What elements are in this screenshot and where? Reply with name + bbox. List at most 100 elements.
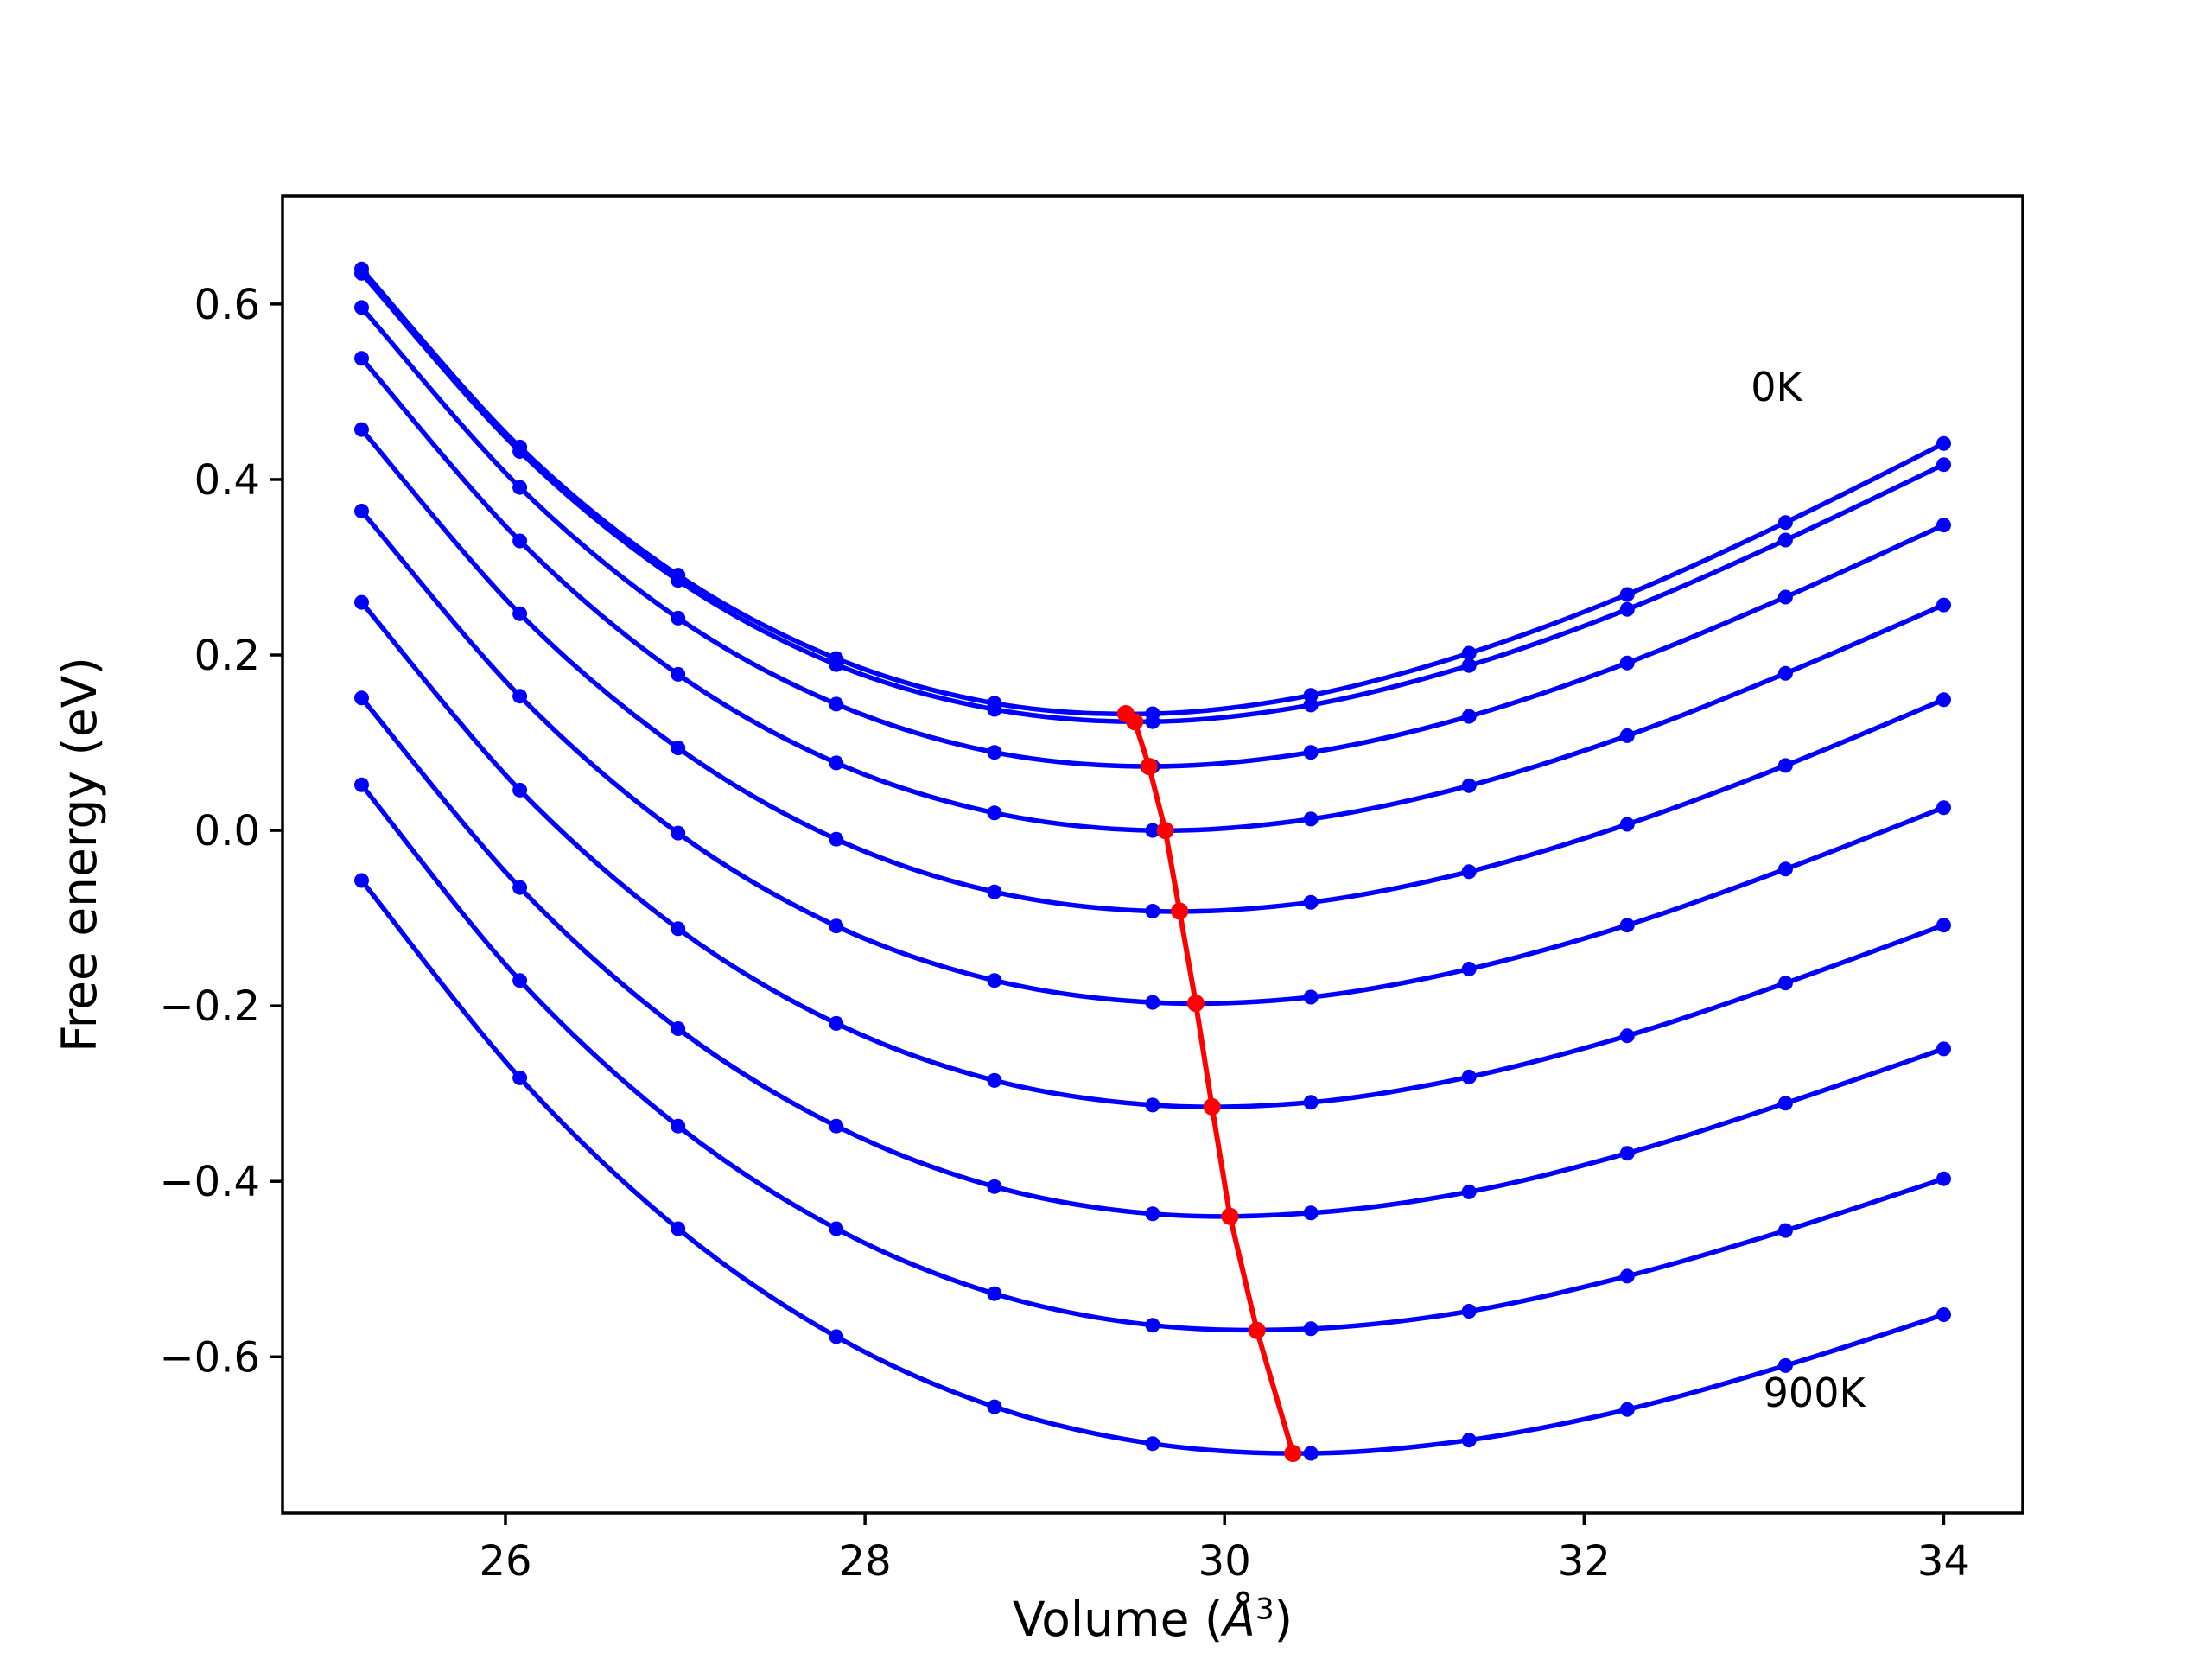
y-tick-label: 0.2	[194, 632, 260, 680]
data-point	[671, 1118, 686, 1134]
data-point	[354, 777, 369, 792]
axes-box	[281, 194, 2024, 1515]
isotherm-curve-700K	[359, 696, 1947, 1219]
isotherm-curve-100K	[359, 270, 1947, 725]
data-point	[354, 594, 369, 610]
annotation-0K: 0K	[1751, 364, 1802, 411]
data-point	[1936, 597, 1951, 613]
y-tick-label: −0.4	[159, 1158, 260, 1206]
data-point	[1777, 515, 1793, 531]
data-point	[1777, 976, 1793, 991]
y-tick-label: 0.6	[194, 281, 260, 329]
x-axis-label: Volume (Å3)	[1013, 1592, 1293, 1647]
data-point	[829, 831, 844, 847]
data-point	[1936, 918, 1951, 933]
isotherm-markers-100K	[354, 265, 1951, 729]
data-point	[354, 504, 369, 518]
data-point	[512, 480, 528, 495]
data-point	[1145, 1318, 1160, 1333]
data-point	[1461, 1184, 1477, 1199]
isotherm-curve-800K	[359, 782, 1947, 1333]
data-point	[987, 1286, 1002, 1301]
data-point	[1936, 800, 1951, 816]
minimum-point	[1284, 1445, 1302, 1462]
data-point	[1777, 589, 1793, 605]
data-point	[987, 973, 1002, 988]
data-point	[829, 1221, 844, 1236]
data-point	[987, 805, 1002, 821]
data-point	[1777, 758, 1793, 773]
data-point	[829, 1015, 844, 1031]
isotherm-curve-0K	[359, 266, 1947, 717]
data-point	[512, 1070, 528, 1085]
data-point	[354, 351, 369, 366]
data-point	[1145, 904, 1160, 918]
data-point	[354, 422, 369, 437]
data-point	[512, 689, 528, 704]
data-point	[1777, 861, 1793, 877]
data-point	[671, 666, 686, 682]
y-tick-label: 0.4	[194, 456, 260, 505]
isotherm-curve-900K	[359, 878, 1947, 1456]
minimum-point	[1186, 995, 1205, 1013]
minimum-point	[1140, 758, 1158, 775]
y-tick-label: 0.0	[194, 807, 260, 855]
data-point	[1777, 1223, 1793, 1238]
data-point	[1303, 1321, 1319, 1337]
data-point	[1303, 989, 1319, 1005]
isotherm-markers-500K	[354, 504, 1951, 1010]
x-tick-label: 32	[1558, 1537, 1611, 1586]
data-point	[829, 1118, 844, 1134]
isotherm-markers-700K	[354, 690, 1951, 1222]
data-point	[987, 702, 1002, 717]
isotherm-curve-600K	[359, 600, 1947, 1109]
data-point	[1619, 655, 1635, 671]
data-point	[1936, 435, 1951, 451]
data-point	[1145, 823, 1160, 838]
data-point	[671, 741, 686, 756]
data-point	[512, 880, 528, 895]
data-point	[354, 690, 369, 706]
data-point	[1619, 601, 1635, 617]
isotherm-markers-300K	[354, 351, 1951, 838]
x-tick-label: 34	[1917, 1537, 1970, 1586]
x-axis-label-exponent: 3	[1255, 1592, 1274, 1627]
data-point	[1936, 1041, 1951, 1057]
isotherm-curve-300K	[359, 356, 1947, 834]
data-point	[1777, 665, 1793, 681]
isotherm-markers-0K	[354, 261, 1951, 721]
isotherm-markers-200K	[354, 300, 1951, 774]
data-point	[1461, 864, 1477, 880]
data-point	[671, 921, 686, 937]
data-point	[1619, 1268, 1635, 1284]
data-point	[1461, 658, 1477, 673]
data-point	[987, 884, 1002, 899]
angstrom-symbol: Å	[1223, 1592, 1255, 1647]
data-point	[1619, 1146, 1635, 1161]
minimum-point	[1156, 822, 1174, 840]
y-tick-label: −0.2	[159, 982, 260, 1031]
data-point	[1619, 918, 1635, 933]
data-point	[512, 533, 528, 549]
data-point	[829, 696, 844, 712]
x-tick-label: 30	[1198, 1537, 1251, 1586]
minimum-point	[1126, 713, 1144, 731]
data-point	[1936, 692, 1951, 708]
isotherm-curve-400K	[359, 427, 1947, 914]
x-axis-label-prefix: Volume (	[1012, 1592, 1224, 1647]
data-point	[354, 265, 369, 281]
data-point	[512, 606, 528, 621]
data-point	[1777, 1357, 1793, 1373]
data-point	[512, 444, 528, 459]
data-point	[671, 1221, 686, 1236]
isotherm-markers-600K	[354, 594, 1951, 1113]
data-point	[1145, 714, 1160, 729]
data-point	[829, 657, 844, 672]
data-point	[1777, 532, 1793, 548]
minimum-point	[1248, 1321, 1266, 1339]
data-point	[1303, 1095, 1319, 1110]
equilibrium-volume-markers	[1116, 705, 1302, 1462]
data-point	[1461, 1304, 1477, 1319]
